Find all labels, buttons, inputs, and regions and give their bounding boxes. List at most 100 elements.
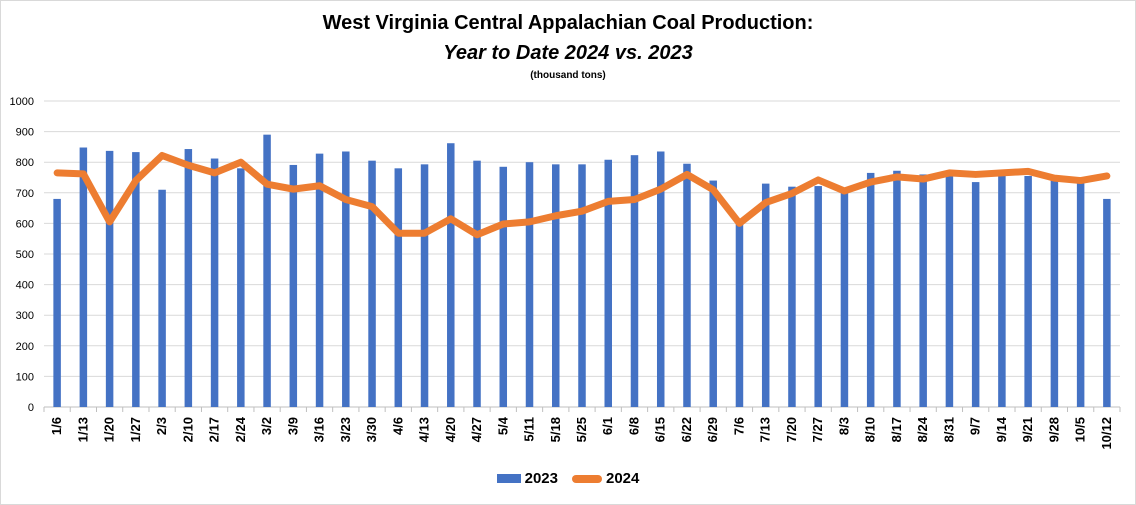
- bar-2023: [552, 164, 560, 407]
- point-2024: [738, 222, 740, 224]
- point-2024: [476, 234, 478, 236]
- y-tick-label: 1000: [10, 96, 34, 108]
- point-2024: [581, 210, 583, 212]
- x-tick-label: 9/14: [994, 416, 1009, 442]
- point-2024: [266, 183, 268, 185]
- legend-swatch-2024: [572, 474, 602, 483]
- x-tick-label: 6/15: [653, 417, 668, 442]
- point-2024: [1001, 172, 1003, 174]
- bar-2023: [105, 150, 114, 408]
- x-tick-label: 7/27: [810, 417, 825, 442]
- point-2024: [135, 180, 137, 182]
- bar-2023: [656, 151, 665, 407]
- x-tick-label: 8/10: [863, 417, 878, 442]
- x-tick-label: 3/16: [312, 417, 327, 442]
- x-tick-label: 9/21: [1020, 417, 1035, 442]
- point-2024: [82, 173, 84, 175]
- point-2024: [424, 232, 426, 234]
- bar-2023: [735, 221, 744, 407]
- y-tick-label: 700: [16, 188, 34, 200]
- x-tick-label: 10/12: [1099, 417, 1114, 450]
- y-tick-label: 500: [16, 249, 34, 261]
- point-2024: [1027, 170, 1029, 172]
- x-tick-label: 5/4: [495, 416, 510, 435]
- point-2024: [187, 164, 189, 166]
- bar-2023: [210, 158, 219, 407]
- chart-legend: 2023 2024: [0, 470, 1136, 487]
- x-tick-label: 6/1: [600, 417, 615, 435]
- bar-2023: [604, 159, 612, 407]
- bar-2023: [132, 152, 140, 407]
- y-tick-label: 0: [28, 402, 34, 414]
- bar-2023: [368, 160, 376, 407]
- point-2024: [502, 223, 504, 225]
- bar-2023: [473, 160, 481, 407]
- point-2024: [765, 202, 767, 204]
- y-tick-label: 600: [16, 218, 34, 230]
- bar-2023: [919, 174, 927, 407]
- bar-2023: [184, 149, 193, 408]
- y-tick-label: 900: [16, 127, 34, 139]
- x-tick-label: 4/6: [390, 417, 405, 435]
- point-2024: [791, 192, 793, 194]
- point-2024: [948, 172, 950, 174]
- bar-2023: [315, 153, 324, 407]
- legend-label-2024: 2024: [606, 470, 640, 487]
- x-tick-label: 9/7: [968, 417, 983, 435]
- point-2024: [607, 200, 609, 202]
- x-tick-label: 2/3: [154, 417, 169, 435]
- point-2024: [1080, 180, 1082, 182]
- point-2024: [633, 199, 635, 201]
- point-2024: [1106, 175, 1108, 177]
- x-tick-label: 4/27: [469, 417, 484, 442]
- point-2024: [214, 172, 216, 174]
- bar-2023: [158, 189, 166, 407]
- bar-2023: [420, 164, 429, 407]
- legend-item-2024: 2024: [572, 470, 639, 487]
- x-tick-label: 9/28: [1046, 417, 1061, 442]
- x-tick-label: 3/9: [285, 417, 300, 435]
- bar-2023: [971, 182, 980, 407]
- chart-subtitle: Year to Date 2024 vs. 2023: [443, 42, 693, 64]
- legend-item-2023: 2023: [496, 470, 558, 487]
- y-tick-label: 400: [16, 280, 34, 292]
- x-tick-label: 5/25: [574, 417, 589, 442]
- x-tick-label: 3/23: [338, 417, 353, 442]
- point-2024: [161, 154, 163, 156]
- bar-2023: [578, 164, 586, 407]
- bar-2023: [683, 163, 691, 407]
- chart-title: West Virginia Central Appalachian Coal P…: [322, 12, 814, 34]
- y-tick-label: 100: [16, 371, 34, 383]
- x-tick-label: 3/2: [259, 417, 274, 435]
- x-tick-label: 8/24: [915, 416, 930, 442]
- x-tick-label: 2/17: [207, 417, 222, 442]
- point-2024: [292, 188, 294, 190]
- x-tick-label: 5/18: [548, 417, 563, 442]
- x-tick-label: 8/17: [889, 417, 904, 442]
- x-tick-label: 1/20: [102, 417, 117, 442]
- bar-2023: [499, 166, 508, 407]
- bar-2023: [893, 170, 901, 407]
- x-tick-label: 7/13: [758, 417, 773, 442]
- point-2024: [686, 173, 688, 175]
- legend-swatch-2023: [496, 474, 521, 483]
- bar-2023: [394, 168, 403, 407]
- point-2024: [345, 199, 347, 201]
- point-2024: [817, 179, 819, 181]
- point-2024: [56, 172, 58, 174]
- x-tick-label: 2/24: [233, 416, 248, 442]
- bar-2023: [289, 164, 298, 407]
- point-2024: [397, 232, 399, 234]
- point-2024: [660, 188, 662, 190]
- x-tick-label: 8/3: [836, 417, 851, 435]
- point-2024: [975, 173, 977, 175]
- bar-2023: [709, 180, 717, 407]
- bar-2023: [840, 190, 849, 407]
- x-tick-label: 6/29: [705, 417, 720, 442]
- point-2024: [319, 185, 321, 187]
- x-tick-label: 6/8: [626, 417, 641, 435]
- bar-2023: [237, 168, 245, 407]
- bar-2023: [788, 186, 796, 407]
- point-2024: [529, 221, 531, 223]
